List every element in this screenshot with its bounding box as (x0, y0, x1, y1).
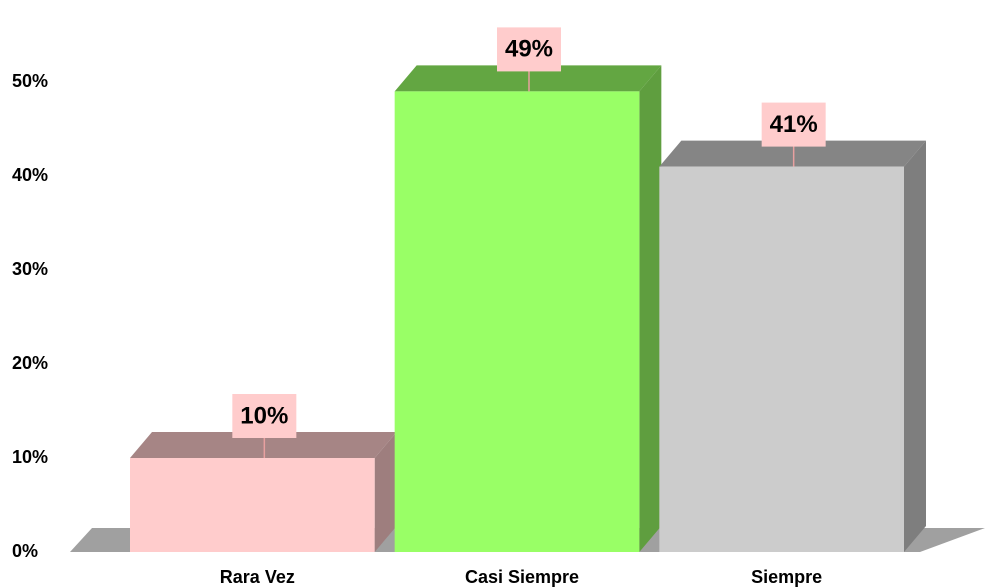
bar-top (659, 140, 926, 167)
y-tick-label: 40% (12, 165, 48, 185)
bar (130, 432, 397, 552)
value-label-box (232, 394, 297, 438)
bar (659, 140, 926, 552)
value-label: 41% (770, 111, 818, 138)
bar-side (904, 140, 926, 552)
bar-side (639, 65, 662, 553)
y-tick-label: 30% (12, 259, 48, 279)
bar-front (394, 91, 640, 553)
x-tick-label: Casi Siempre (465, 567, 579, 587)
value-label: 49% (505, 36, 553, 63)
value-label-box (761, 102, 826, 147)
bar-side (374, 432, 397, 552)
value-label-box (497, 27, 561, 72)
x-tick-label: Rara Vez (220, 567, 295, 587)
y-tick-label: 20% (12, 353, 48, 373)
bar-front (659, 166, 904, 552)
bar (394, 65, 662, 553)
bar-front (130, 458, 375, 552)
x-tick-label: Siempre (751, 567, 822, 587)
y-tick-label: 50% (12, 71, 48, 91)
bar-top (394, 65, 662, 92)
value-label: 10% (240, 402, 288, 429)
bar-top (130, 432, 397, 458)
y-tick-label: 10% (12, 447, 48, 467)
y-tick-label: 0% (12, 541, 38, 561)
